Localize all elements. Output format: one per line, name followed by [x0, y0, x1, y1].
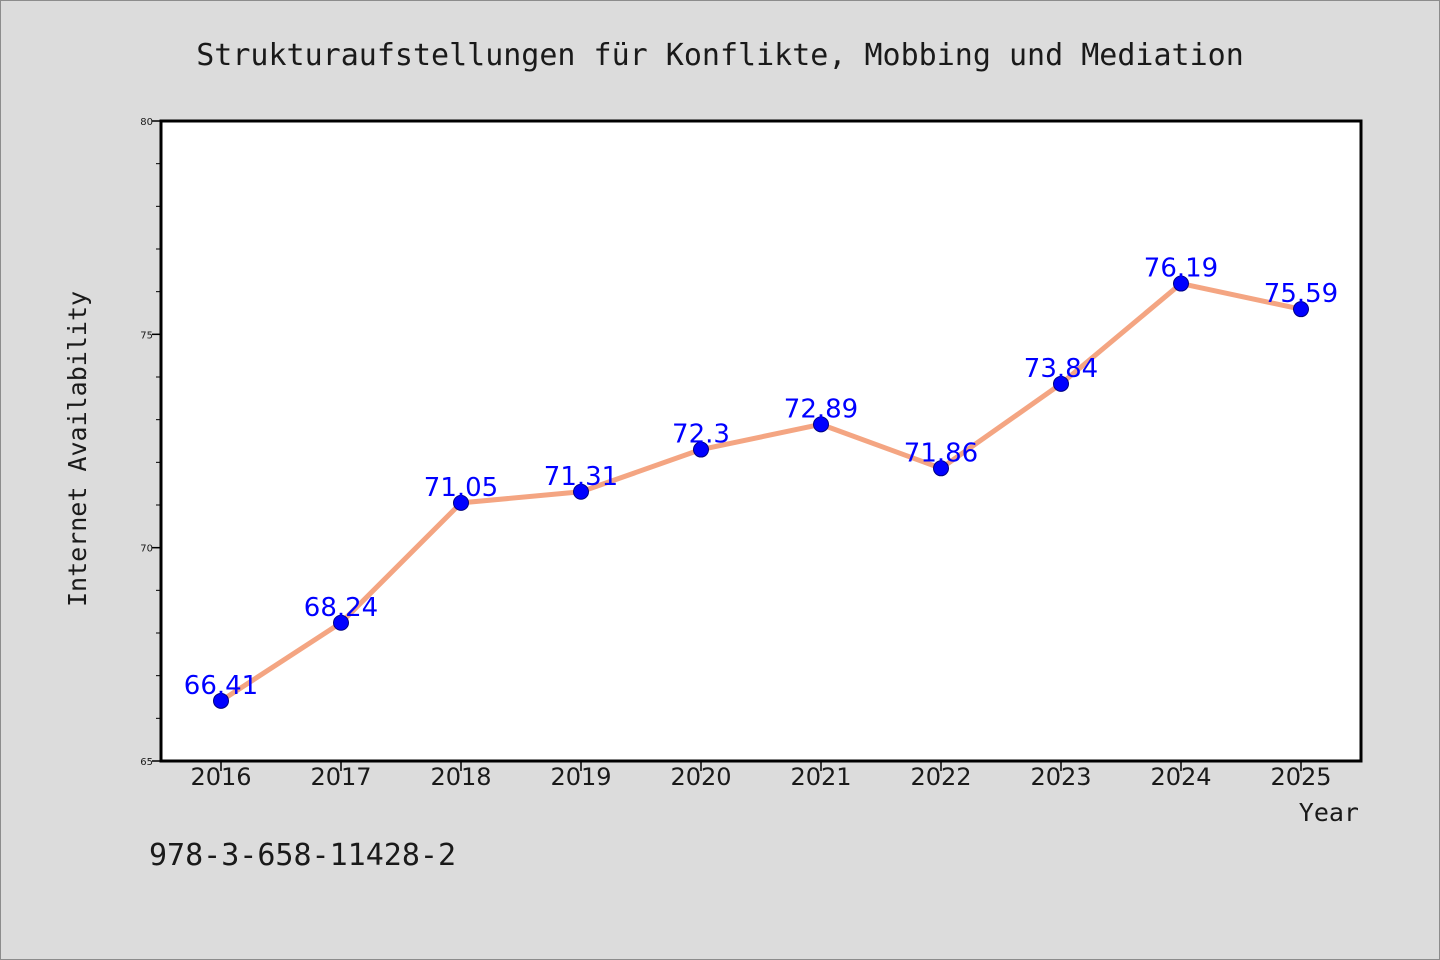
isbn-annotation: 978-3-658-11428-2: [149, 838, 456, 873]
x-tick-label-2021: 2021: [790, 763, 851, 791]
x-tick-label-2020: 2020: [670, 763, 731, 791]
x-tick-label-2019: 2019: [550, 763, 611, 791]
x-axis-ticks: 2016 2017 2018 2019 2020 2021 2022 2023 2024 2025: [190, 761, 1332, 791]
data-point-2019: [573, 483, 589, 500]
series-line: [218, 281, 1304, 704]
x-tick-label-2016: 2016: [190, 763, 251, 791]
data-label-2021: 72.89: [784, 394, 858, 424]
data-label-2018: 71.05: [424, 473, 498, 503]
plot-frame: [159, 119, 1363, 763]
x-tick-label-2022: 2022: [910, 763, 971, 791]
x-tick-label-2023: 2023: [1030, 763, 1091, 791]
data-label-2016: 66.41: [184, 671, 258, 701]
x-axis-label: Year: [1299, 798, 1359, 827]
data-point-2025: [1293, 301, 1309, 318]
y-axis-ticks: 65 70 75 80: [140, 117, 161, 768]
data-label-2019: 71.31: [544, 462, 618, 492]
data-label-2025: 75.59: [1264, 279, 1338, 309]
data-label-2023: 73.84: [1024, 354, 1098, 384]
y-tick-label-80: 80: [140, 117, 153, 128]
plot-area: [161, 121, 1361, 761]
data-point-2016: [213, 692, 229, 709]
y-tick-label-65: 65: [140, 757, 153, 768]
data-markers: [213, 275, 1309, 709]
x-tick-label-2025: 2025: [1270, 763, 1331, 791]
y-tick-label-75: 75: [140, 330, 153, 341]
data-point-2017: [333, 614, 349, 631]
data-label-2020: 72.3: [672, 420, 730, 450]
data-point-2021: [813, 416, 829, 433]
chart-title: Strukturaufstellungen für Konflikte, Mob…: [196, 38, 1244, 73]
series-line-group: [218, 281, 1304, 704]
data-point-2023: [1053, 375, 1069, 392]
data-point-2018: [453, 494, 469, 511]
data-label-2022: 71.86: [904, 438, 978, 468]
y-axis-label: Internet Availability: [63, 291, 92, 607]
x-tick-label-2017: 2017: [310, 763, 371, 791]
x-tick-label-2024: 2024: [1150, 763, 1211, 791]
y-tick-label-70: 70: [140, 544, 153, 555]
data-point-2020: [693, 441, 709, 458]
x-tick-label-2018: 2018: [430, 763, 491, 791]
data-label-2024: 76.19: [1144, 254, 1218, 284]
data-point-2022: [933, 460, 949, 477]
data-label-2017: 68.24: [304, 593, 378, 623]
data-labels: 66.41 68.24 71.05 71.31 72.3 72.89 71.86 73.84 7…: [184, 254, 1338, 701]
data-point-2024: [1173, 275, 1189, 292]
